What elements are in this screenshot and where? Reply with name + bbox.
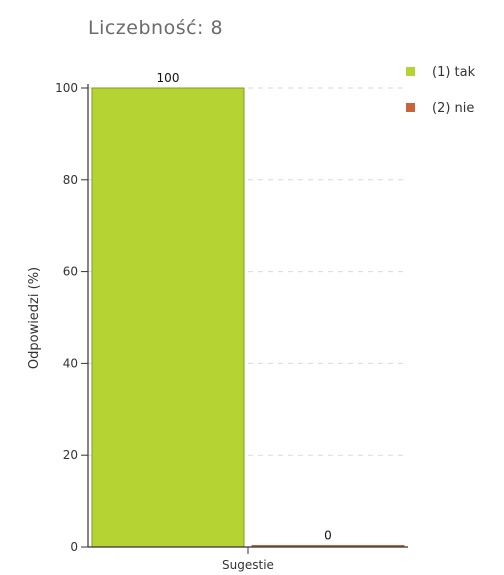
legend-label-1: (1) tak — [432, 65, 476, 80]
legend: (1) tak (2) nie — [406, 65, 476, 116]
legend-label-2: (2) nie — [432, 101, 474, 116]
y-axis-title: Odpowiedzi (%) — [27, 267, 42, 369]
bars-group — [91, 87, 405, 548]
y-tick-label-0: 0 — [70, 540, 78, 554]
chart-title: Liczebność: 8 — [88, 17, 223, 39]
y-tick-label-40: 40 — [63, 356, 78, 370]
y-axis-ticks: 0 20 40 60 80 100 — [55, 81, 88, 554]
y-tick-label-60: 60 — [63, 265, 78, 279]
x-axis-ticks: Sugestie — [222, 547, 274, 572]
legend-swatch-1 — [406, 67, 415, 76]
y-tick-label-80: 80 — [63, 173, 78, 187]
y-tick-label-20: 20 — [63, 448, 78, 462]
y-tick-label-100: 100 — [55, 81, 78, 95]
value-label-1: 100 — [157, 71, 180, 85]
bar-1 — [91, 87, 245, 548]
value-label-2: 0 — [324, 529, 332, 543]
x-tick-label-1: Sugestie — [222, 558, 274, 572]
value-labels: 100 0 — [157, 71, 332, 543]
legend-swatch-2 — [406, 103, 415, 112]
